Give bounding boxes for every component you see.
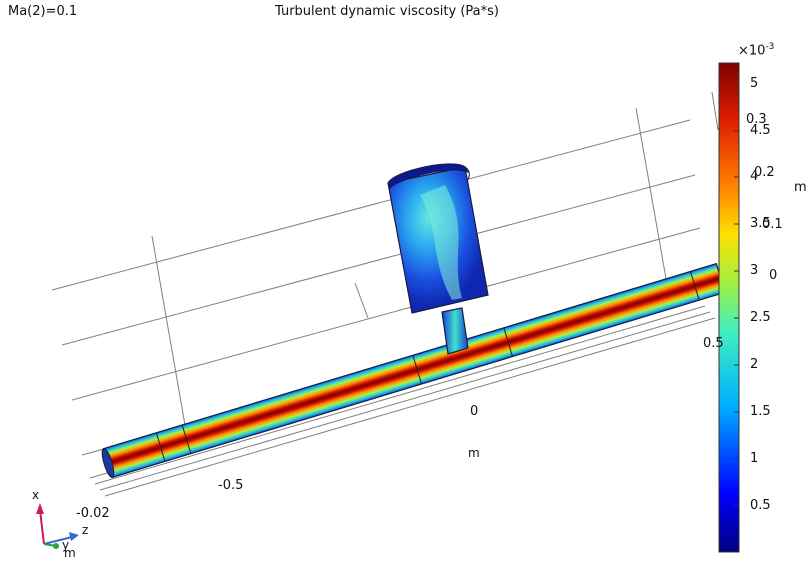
- depth-axis-unit: m: [64, 546, 76, 560]
- triad-z-label: z: [82, 523, 89, 537]
- vertical-axis-unit: m: [794, 180, 807, 195]
- colorbar-ticks: [734, 83, 739, 507]
- colorbar-label: 5: [750, 76, 759, 91]
- colorbar-label: 2.5: [750, 310, 771, 325]
- colorbar-label: 1.5: [750, 404, 771, 419]
- parameter-label: Ma(2)=0.1: [8, 4, 78, 19]
- colorbar-label: 4: [750, 169, 759, 184]
- colorbar-label: 3.5: [750, 216, 771, 231]
- depth-axis-tick: -0.02: [76, 506, 110, 521]
- colorbar-label: 0.5: [750, 498, 771, 513]
- vertical-axis-tick: 0.3: [746, 112, 767, 127]
- triad-x-label: x: [32, 488, 40, 502]
- plot-title: Turbulent dynamic viscosity (Pa*s): [275, 4, 499, 19]
- colorbar: [718, 62, 740, 553]
- axis-triad: [36, 503, 79, 549]
- side-branch-stem[interactable]: [441, 307, 469, 355]
- chamber-cylinder[interactable]: [387, 163, 489, 314]
- horizontal-axis-unit: m: [468, 446, 480, 460]
- colorbar-label: 3: [750, 263, 759, 278]
- vertical-axis-tick: 0: [769, 268, 778, 283]
- horizontal-axis-tick: -0.5: [218, 478, 244, 493]
- horizontal-axis-tick: 0: [470, 404, 479, 419]
- horizontal-axis-tick: 0.5: [703, 336, 724, 351]
- colorbar-multiplier: ×10-3: [738, 42, 775, 59]
- vertical-axis-tick: 0.2: [754, 165, 775, 180]
- colorbar-label: 2: [750, 357, 759, 372]
- colorbar-label: 1: [750, 451, 759, 466]
- vertical-axis-tick: 0.1: [762, 217, 783, 232]
- triad-y-label: y: [62, 538, 70, 552]
- colorbar-label: 4.5: [750, 123, 771, 138]
